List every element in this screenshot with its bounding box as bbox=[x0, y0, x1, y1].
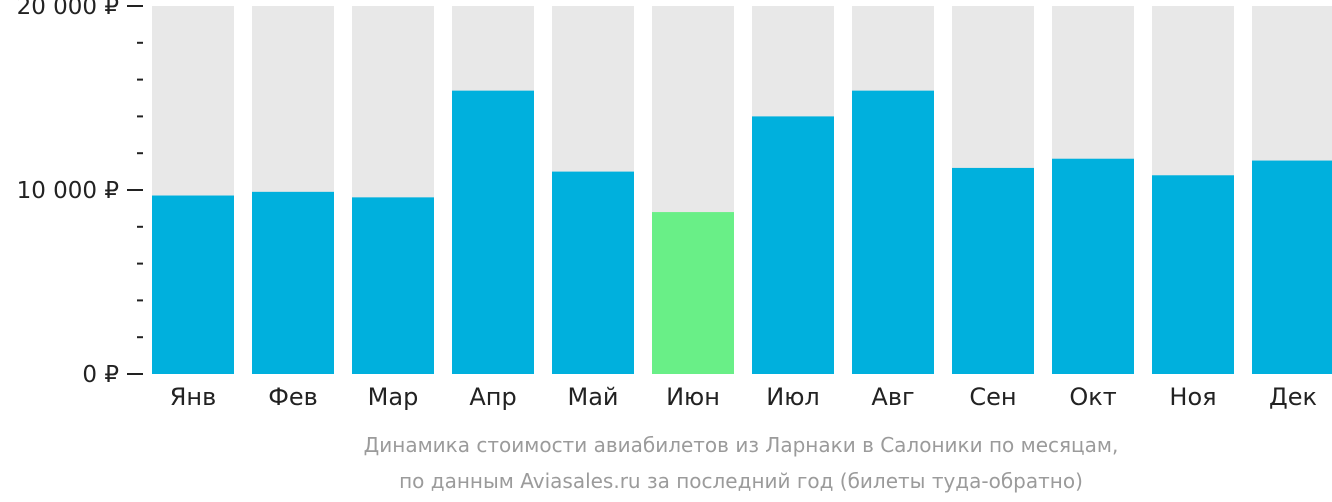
bar[interactable] bbox=[552, 171, 634, 374]
y-tick-label: 0 ₽ bbox=[82, 362, 119, 388]
bar[interactable] bbox=[852, 90, 934, 374]
bar[interactable] bbox=[152, 195, 234, 374]
bar[interactable] bbox=[952, 167, 1034, 374]
x-category-label: Авг bbox=[871, 383, 914, 411]
x-category-label: Июн bbox=[666, 383, 720, 411]
x-axis-labels: Янв Фев Мар Апр Май Июн Июл Авг Сен Окт Ноя Дек bbox=[170, 383, 1317, 411]
bar[interactable] bbox=[1252, 160, 1332, 374]
bar[interactable] bbox=[752, 116, 834, 375]
bar[interactable] bbox=[1052, 158, 1134, 374]
y-tick-label: 20 000 ₽ bbox=[17, 0, 119, 20]
x-category-label: Сен bbox=[969, 383, 1016, 411]
x-category-label: Фев bbox=[268, 383, 318, 411]
bars bbox=[152, 6, 1332, 375]
y-axis: 0 ₽ 10 000 ₽ 20 000 ₽ bbox=[17, 0, 143, 388]
bar[interactable] bbox=[1152, 175, 1234, 374]
x-category-label: Дек bbox=[1269, 383, 1317, 411]
bar[interactable] bbox=[452, 90, 534, 374]
x-category-label: Мар bbox=[368, 383, 419, 411]
chart-caption-line-1: Динамика стоимости авиабилетов из Ларнак… bbox=[363, 433, 1119, 457]
chart-caption-line-2: по данным Aviasales.ru за последний год … bbox=[399, 469, 1083, 493]
x-category-label: Окт bbox=[1069, 383, 1116, 411]
x-category-label: Янв bbox=[170, 383, 217, 411]
x-category-label: Июл bbox=[766, 383, 820, 411]
x-category-label: Май bbox=[567, 383, 618, 411]
y-tick-label: 10 000 ₽ bbox=[17, 178, 119, 204]
x-category-label: Апр bbox=[469, 383, 516, 411]
bar[interactable] bbox=[352, 197, 434, 374]
x-category-label: Ноя bbox=[1169, 383, 1216, 411]
bar[interactable] bbox=[252, 191, 334, 374]
bar-highlighted[interactable] bbox=[652, 212, 734, 374]
